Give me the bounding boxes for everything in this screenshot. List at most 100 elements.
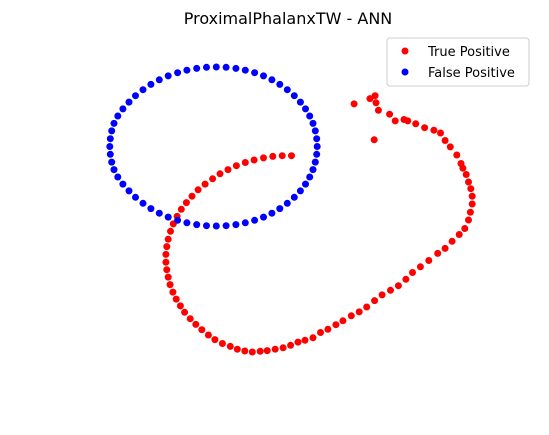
point-0-47 <box>301 336 309 344</box>
legend-box <box>386 37 530 87</box>
point-0-60 <box>204 331 212 339</box>
point-1-37 <box>283 199 291 207</box>
point-0-83 <box>209 175 217 183</box>
point-1-2 <box>119 105 127 113</box>
point-0-42 <box>339 317 347 325</box>
point-0-56 <box>233 345 241 353</box>
point-0-88 <box>250 156 258 164</box>
point-1-57 <box>114 173 122 181</box>
point-1-3 <box>125 98 133 106</box>
point-0-40 <box>355 308 363 316</box>
point-1-63 <box>108 127 116 135</box>
chart-title: ProximalPhalanxTW - ANN <box>184 9 393 28</box>
point-1-7 <box>155 76 163 84</box>
point-0-59 <box>211 336 219 344</box>
point-0-65 <box>176 302 184 310</box>
point-1-41 <box>251 216 259 224</box>
point-1-31 <box>311 158 319 166</box>
point-1-39 <box>268 209 276 217</box>
point-0-3 <box>372 99 380 107</box>
point-0-32 <box>416 263 424 271</box>
point-0-23 <box>468 200 476 208</box>
point-0-80 <box>188 192 196 200</box>
point-0-25 <box>465 216 472 224</box>
point-1-15 <box>232 64 240 72</box>
point-1-14 <box>222 63 230 71</box>
point-0-12 <box>430 126 438 134</box>
point-0-79 <box>182 199 190 207</box>
point-1-36 <box>290 193 298 201</box>
point-1-54 <box>132 193 139 201</box>
point-1-6 <box>147 80 155 88</box>
point-0-58 <box>218 340 226 347</box>
point-0-20 <box>465 178 472 186</box>
point-0-53 <box>256 347 264 355</box>
point-0-31 <box>425 257 433 264</box>
point-1-45 <box>212 222 220 230</box>
point-0-18 <box>459 164 467 172</box>
point-0-71 <box>162 258 170 266</box>
legend-marker-false-positive <box>401 68 409 76</box>
point-1-61 <box>106 143 114 150</box>
point-1-48 <box>183 219 191 227</box>
point-0-1 <box>366 95 374 103</box>
points-layer <box>106 63 476 356</box>
point-0-29 <box>441 244 449 252</box>
point-0-84 <box>216 170 224 178</box>
point-1-18 <box>260 72 267 80</box>
point-0-43 <box>332 321 340 329</box>
point-0-2 <box>371 92 379 100</box>
point-0-22 <box>468 192 476 200</box>
point-1-38 <box>276 205 284 213</box>
point-0-6 <box>386 110 394 118</box>
point-1-13 <box>212 63 220 71</box>
point-1-4 <box>132 92 139 100</box>
point-1-30 <box>313 150 321 158</box>
point-0-54 <box>248 348 256 356</box>
point-0-63 <box>186 315 194 323</box>
point-1-59 <box>108 158 116 166</box>
point-1-52 <box>147 205 155 213</box>
point-1-43 <box>232 221 240 229</box>
point-0-86 <box>232 162 240 170</box>
series-1 <box>106 63 321 230</box>
point-0-62 <box>192 320 200 328</box>
point-0-64 <box>181 308 189 316</box>
point-0-44 <box>324 325 332 333</box>
point-0-49 <box>287 341 295 349</box>
point-0-15 <box>446 143 454 151</box>
point-0-7 <box>391 117 399 125</box>
point-0-50 <box>279 344 287 352</box>
point-0-37 <box>378 291 386 299</box>
point-0-46 <box>309 334 317 342</box>
point-0-26 <box>461 225 469 232</box>
point-1-5 <box>139 86 147 94</box>
point-1-25 <box>306 112 314 120</box>
point-1-23 <box>296 98 304 106</box>
point-0-57 <box>226 342 234 350</box>
point-0-38 <box>371 297 379 305</box>
point-1-35 <box>296 187 304 195</box>
point-1-53 <box>139 199 147 207</box>
point-0-75 <box>167 227 174 235</box>
legend-marker-true-positive <box>401 47 409 55</box>
point-0-85 <box>224 166 232 174</box>
point-1-27 <box>311 127 319 135</box>
legend: True Positive False Positive <box>386 37 530 87</box>
point-1-44 <box>222 222 230 230</box>
point-1-32 <box>309 166 317 174</box>
point-1-9 <box>174 69 182 77</box>
point-0-36 <box>387 286 394 294</box>
point-1-1 <box>114 112 122 120</box>
point-0-27 <box>455 231 463 238</box>
point-0-69 <box>164 273 172 281</box>
legend-label-false-positive: False Positive <box>428 66 515 81</box>
point-0-16 <box>453 151 461 159</box>
point-0-33 <box>409 269 416 276</box>
point-0-61 <box>198 326 206 334</box>
point-1-22 <box>290 92 298 100</box>
point-1-58 <box>110 166 118 174</box>
point-0-73 <box>163 243 171 251</box>
point-1-0 <box>110 119 118 127</box>
